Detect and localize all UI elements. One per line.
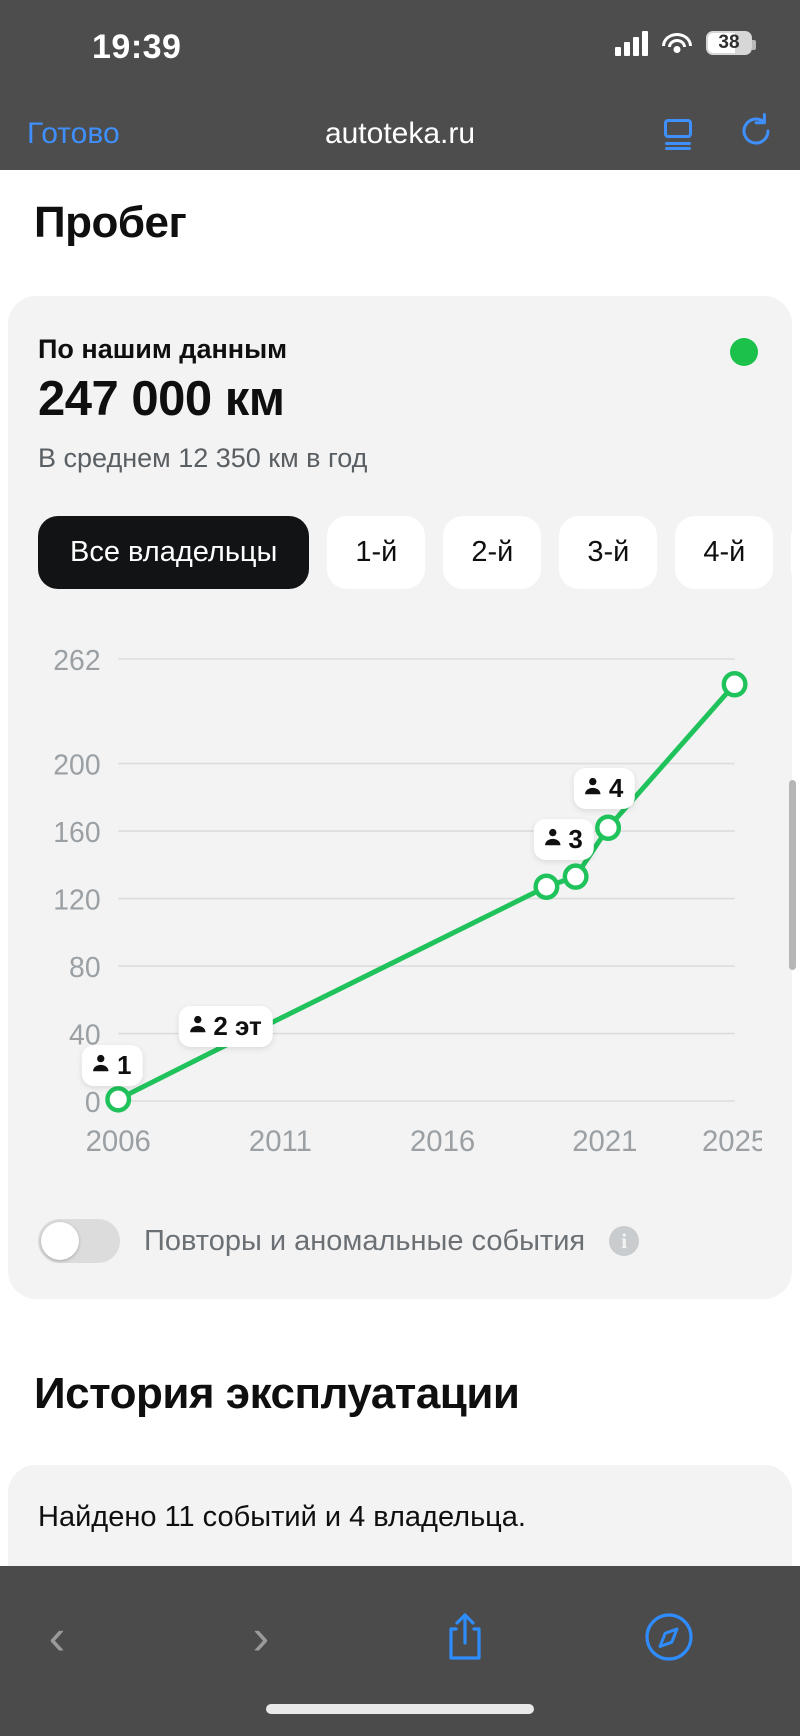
y-axis-tick: 200: [53, 749, 100, 781]
owner-marker-label: 4: [608, 772, 624, 803]
done-button[interactable]: Готово: [27, 117, 120, 150]
anomaly-toggle-switch[interactable]: [38, 1219, 120, 1263]
owner-filter-chip-5[interactable]: Нет д: [791, 516, 800, 589]
y-axis-tick: 80: [69, 952, 101, 984]
x-axis-tick: 2006: [86, 1125, 151, 1158]
person-icon: [90, 1050, 112, 1081]
owner-filter-chip-3[interactable]: 3-й: [559, 516, 658, 589]
x-axis-tick: 2016: [410, 1125, 475, 1158]
mileage-value: 247 000 км: [38, 372, 285, 426]
history-section-title: История эксплуатации: [34, 1369, 520, 1418]
battery-icon: 38: [706, 31, 756, 55]
chevron-left-icon[interactable]: ‹: [48, 1609, 66, 1665]
toggle-knob: [41, 1222, 79, 1260]
owner-marker-badge-4[interactable]: 4: [573, 767, 635, 809]
chart-point: [105, 1086, 132, 1113]
history-card: Найдено 11 событий и 4 владельца.: [8, 1465, 792, 1566]
chevron-right-icon[interactable]: ›: [252, 1609, 270, 1665]
y-axis-tick: 160: [53, 817, 100, 849]
chart-point: [595, 814, 622, 841]
status-time: 19:39: [92, 28, 182, 66]
y-axis-tick: 0: [85, 1087, 101, 1119]
browser-toolbar: ‹ ›: [0, 1566, 800, 1736]
y-axis-tick: 120: [53, 884, 100, 916]
owner-marker-badge-2[interactable]: 2 эт: [178, 1006, 273, 1048]
person-icon: [186, 1011, 208, 1042]
owner-filter-chip-1[interactable]: 1-й: [327, 516, 426, 589]
history-summary: Найдено 11 событий и 4 владельца.: [38, 1501, 526, 1533]
x-axis-tick: 2021: [572, 1125, 637, 1158]
status-badge: [730, 338, 758, 366]
owner-marker-badge-1[interactable]: 1: [81, 1045, 143, 1087]
battery-percent: 38: [718, 32, 740, 53]
page-title: Пробег: [34, 198, 187, 247]
chart-point: [562, 863, 589, 890]
x-axis-tick: 2025: [702, 1125, 762, 1158]
webpage-content: Пробег По нашим данным 247 000 км В сред…: [0, 170, 800, 1566]
mileage-average: В среднем 12 350 км в год: [38, 443, 368, 473]
chart-point: [721, 671, 748, 698]
anomaly-toggle-row[interactable]: Повторы и аномальные события i: [38, 1219, 762, 1269]
share-icon[interactable]: [430, 1602, 500, 1672]
owner-marker-label: 2 эт: [213, 1011, 262, 1042]
owner-marker-label: 1: [116, 1050, 132, 1081]
compass-icon[interactable]: [634, 1602, 704, 1672]
person-icon: [541, 824, 563, 855]
status-indicators: 38: [615, 30, 756, 56]
person-icon: [582, 773, 604, 804]
mileage-card: По нашим данным 247 000 км В среднем 12 …: [8, 296, 800, 1299]
reload-icon[interactable]: [738, 112, 774, 156]
owner-filter-chip-4[interactable]: 4-й: [675, 516, 774, 589]
url-label[interactable]: autoteka.ru: [324, 117, 476, 150]
reader-view-icon[interactable]: [662, 119, 696, 150]
wifi-icon: [662, 31, 692, 55]
anomaly-toggle-label: Повторы и аномальные события: [144, 1224, 586, 1257]
status-bar: 19:39 38: [0, 0, 800, 98]
chart-point: [533, 873, 560, 900]
browser-navbar: Готово autoteka.ru: [0, 98, 800, 170]
owner-filter-chip-0[interactable]: Все владельцы: [38, 516, 310, 589]
y-axis-tick: 262: [53, 645, 100, 677]
info-icon[interactable]: i: [609, 1226, 640, 1256]
scrollbar[interactable]: [789, 780, 796, 970]
owner-filter-chip-2[interactable]: 2-й: [443, 516, 542, 589]
home-indicator: [266, 1704, 534, 1714]
owner-marker-label: 3: [568, 823, 583, 854]
cellular-bars-icon: [615, 30, 648, 56]
owner-marker-badge-3[interactable]: 3: [533, 818, 594, 860]
navbar-actions: [662, 112, 774, 156]
x-axis-tick: 2011: [249, 1125, 312, 1158]
mileage-label: По нашим данным: [38, 334, 288, 364]
